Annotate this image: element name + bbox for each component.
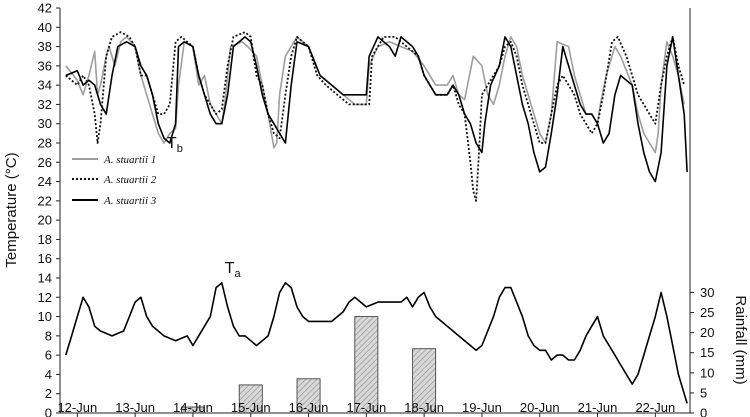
y-tick-label: 38 <box>38 39 52 54</box>
rainfall-bar-17-Jun <box>354 316 379 414</box>
annotations: Tb Ta <box>167 135 242 280</box>
x-tick-label: 12-Jun <box>57 400 97 415</box>
y-tick-label: 10 <box>38 309 52 324</box>
series-line-3 <box>65 36 688 183</box>
y-tick-label: 24 <box>38 174 52 189</box>
axes <box>59 8 691 414</box>
y-tick-label: 12 <box>38 290 52 305</box>
x-tick-label: 18-Jun <box>404 400 444 415</box>
y2-tick-label: 10 <box>700 365 714 380</box>
annotation-ta: Ta <box>225 260 242 280</box>
y-tick-label: 26 <box>38 155 52 170</box>
y-tick-label: 4 <box>45 367 52 382</box>
y-tick-label: 40 <box>38 20 52 35</box>
y-tick-label: 2 <box>45 386 52 401</box>
legend-label-series-3: A. stuartii 3 <box>103 195 157 207</box>
tick-labels: 0246810121416182022242628303234363840420… <box>38 1 714 417</box>
y2-tick-label: 25 <box>700 305 714 320</box>
x-tick-label: 15-Jun <box>231 400 271 415</box>
y-tick-label: 14 <box>38 271 52 286</box>
x-tick-label: 22-Jun <box>635 400 675 415</box>
y-tick-label: 34 <box>38 78 52 93</box>
series-line-4 <box>65 282 688 404</box>
x-tick-label: 16-Jun <box>289 400 329 415</box>
y-tick-label: 32 <box>38 97 52 112</box>
x-tick-label: 14-Jun <box>173 400 213 415</box>
x-tick-label: 19-Jun <box>462 400 502 415</box>
y-tick-label: 30 <box>38 116 52 131</box>
y-tick-label: 36 <box>38 58 52 73</box>
y2-tick-label: 20 <box>700 325 714 340</box>
legend: A. stuartii 1 A. stuartii 2 A. stuartii … <box>72 154 157 207</box>
y2-tick-label: 30 <box>700 285 714 300</box>
y-tick-label: 22 <box>38 193 52 208</box>
x-tick-label: 20-Jun <box>520 400 560 415</box>
rainfall-bars <box>180 316 437 414</box>
y-tick-label: 0 <box>45 406 52 417</box>
series-line-2 <box>65 31 686 202</box>
y-tick-label: 20 <box>38 213 52 228</box>
y-tick-label: 28 <box>38 136 52 151</box>
series-line-1 <box>65 36 685 154</box>
y2-tick-label: 15 <box>700 345 714 360</box>
legend-label-series-1: A. stuartii 1 <box>103 154 156 166</box>
y-tick-label: 8 <box>45 328 52 343</box>
y-axis-title: Temperature (°C) <box>3 152 20 267</box>
x-tick-label: 13-Jun <box>115 400 155 415</box>
y-tick-label: 6 <box>45 348 52 363</box>
x-tick-label: 17-Jun <box>346 400 386 415</box>
y-tick-label: 42 <box>38 1 52 16</box>
x-tick-label: 21-Jun <box>578 400 618 415</box>
y2-tick-label: 0 <box>700 406 707 417</box>
y-tick-label: 16 <box>38 251 52 266</box>
y2-axis-title: Rainfall (mm) <box>732 295 749 384</box>
annotation-tb: Tb <box>167 135 183 155</box>
series-lines <box>65 31 688 404</box>
y-tick-label: 18 <box>38 232 52 247</box>
y2-tick-label: 5 <box>700 385 707 400</box>
legend-label-series-2: A. stuartii 2 <box>103 174 157 186</box>
